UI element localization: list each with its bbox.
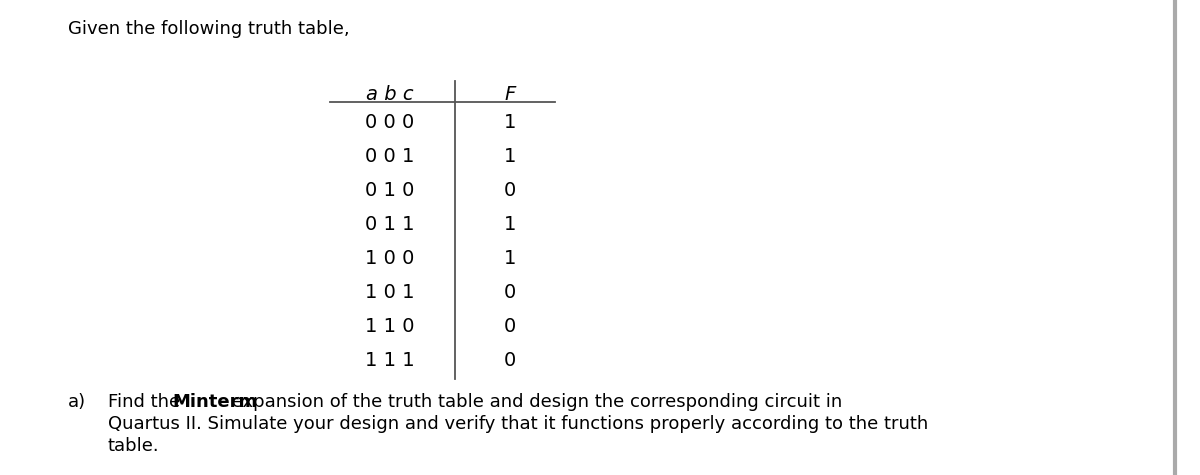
Text: 0: 0 (504, 317, 516, 336)
Text: 0: 0 (504, 283, 516, 302)
Text: 1: 1 (504, 249, 516, 268)
Text: Find the: Find the (108, 393, 186, 411)
Text: 1 1 0: 1 1 0 (365, 317, 415, 336)
Text: a b c: a b c (366, 85, 414, 104)
Text: 1 1 1: 1 1 1 (365, 351, 415, 370)
Text: 0: 0 (504, 351, 516, 370)
Text: table.: table. (108, 437, 160, 455)
Text: 1: 1 (504, 113, 516, 132)
Text: 0 0 1: 0 0 1 (365, 147, 415, 166)
Text: 1 0 0: 1 0 0 (365, 249, 415, 268)
Text: 1 0 1: 1 0 1 (365, 283, 415, 302)
Text: 0 1 1: 0 1 1 (365, 215, 415, 234)
Text: Given the following truth table,: Given the following truth table, (68, 20, 349, 38)
Text: a): a) (68, 393, 86, 411)
Text: 0 0 0: 0 0 0 (365, 113, 415, 132)
Text: 1: 1 (504, 215, 516, 234)
Text: F: F (504, 85, 516, 104)
Text: 0 1 0: 0 1 0 (365, 181, 415, 200)
Text: 0: 0 (504, 181, 516, 200)
Text: 1: 1 (504, 147, 516, 166)
Text: expansion of the truth table and design the corresponding circuit in: expansion of the truth table and design … (226, 393, 842, 411)
Text: Minterm: Minterm (173, 393, 258, 411)
Text: Quartus II. Simulate your design and verify that it functions properly according: Quartus II. Simulate your design and ver… (108, 415, 929, 433)
